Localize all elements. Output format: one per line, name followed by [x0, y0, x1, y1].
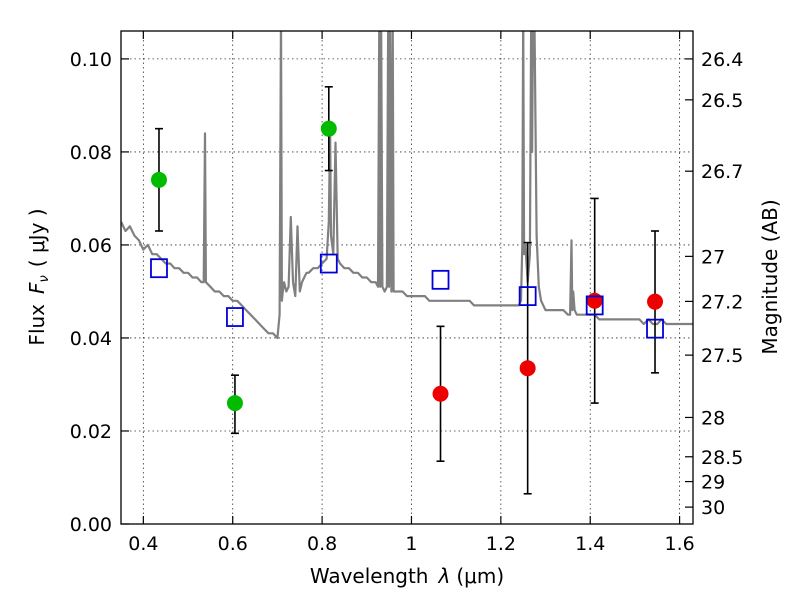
- y2-axis-label: Magnitude (AB): [758, 199, 782, 354]
- data-point: [586, 292, 603, 309]
- plot-frame: [120, 30, 694, 525]
- y-tick-label: 0.02: [70, 421, 112, 443]
- x-axis-label: Wavelength λ (μm): [310, 564, 504, 588]
- axis-ticks: 0.4 0.6 0.8 1 1.2 1.4 1.6 0.00 0.02 0.04 0.06 0.08 0…: [70, 31, 743, 555]
- data-point: [519, 360, 536, 377]
- y2-tick-label: 27: [701, 246, 725, 268]
- y-tick-label: 0.10: [70, 49, 112, 71]
- x-tick-label: 1.2: [486, 533, 516, 555]
- y2-tick-label: 27.2: [701, 291, 743, 313]
- model-band-square: [319, 253, 338, 274]
- data-point: [320, 120, 337, 137]
- grid-lines: [121, 31, 693, 525]
- y-tick-label: 0.04: [70, 328, 112, 350]
- y2-tick-label: 26.7: [701, 161, 743, 183]
- x-tick-label: 0.6: [218, 533, 248, 555]
- y2-tick-label: 28.5: [701, 447, 743, 469]
- y-tick-label: 0.00: [70, 514, 112, 536]
- data-point: [432, 385, 449, 402]
- model-band-square: [150, 258, 168, 279]
- x-tick-label: 1.4: [575, 533, 605, 555]
- model-band-square: [646, 318, 664, 339]
- x-tick-label: 1.6: [664, 533, 694, 555]
- model-band-square: [518, 286, 537, 307]
- y2-tick-label: 28: [701, 407, 725, 429]
- y-tick-label: 0.08: [70, 142, 112, 164]
- y2-tick-label: 29: [701, 472, 725, 494]
- y-tick-label: 0.06: [70, 235, 112, 257]
- y2-tick-label: 26.4: [701, 49, 743, 71]
- model-band-square: [226, 307, 244, 327]
- y2-tick-label: 26.5: [701, 90, 743, 112]
- model-spectrum: [121, 31, 693, 340]
- model-spectrum-line: [121, 31, 693, 340]
- x-tick-label: 0.4: [128, 533, 158, 555]
- y2-tick-label: 27.5: [701, 345, 743, 367]
- x-tick-label: 1: [405, 533, 417, 555]
- y-axis-label: FluxFν( μJy ): [25, 208, 52, 345]
- x-tick-label: 0.8: [307, 533, 337, 555]
- model-band-square: [431, 269, 450, 290]
- data-point: [150, 171, 167, 188]
- data-point: [226, 395, 243, 412]
- y2-tick-label: 30: [701, 497, 725, 519]
- data-point: [647, 293, 664, 310]
- model-band-square: [585, 295, 604, 316]
- photometry-points: [150, 86, 664, 495]
